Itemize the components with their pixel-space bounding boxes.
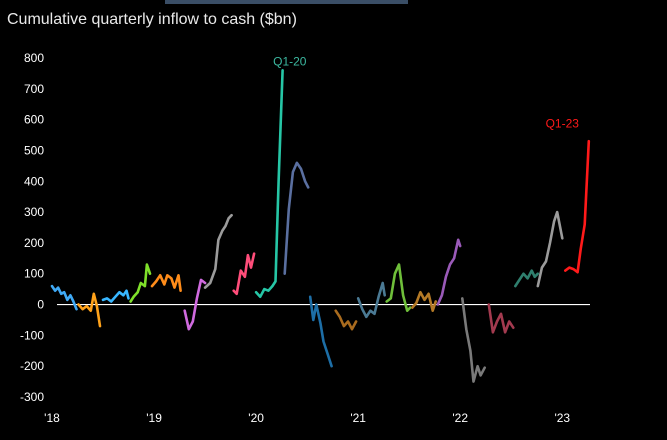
y-tick-label: -300 xyxy=(20,390,44,404)
series-line-12 xyxy=(334,309,358,331)
top-accent-bar xyxy=(165,0,408,4)
series-line-8 xyxy=(232,252,256,296)
x-tick-label: '22 xyxy=(452,411,468,425)
series-line-21 xyxy=(563,139,591,274)
series-line-9 xyxy=(254,69,284,299)
annotation-label: Q1-20 xyxy=(273,55,307,69)
series-line-4 xyxy=(129,263,152,303)
x-tick-label: '18 xyxy=(44,411,60,425)
y-tick-label: 0 xyxy=(37,298,44,312)
series-line-3 xyxy=(101,289,130,303)
annotation-label: Q1-23 xyxy=(546,116,580,130)
series-line-20 xyxy=(536,210,564,288)
y-tick-label: 300 xyxy=(24,205,44,219)
y-tick-label: 800 xyxy=(24,51,44,65)
series-line-1 xyxy=(50,284,78,311)
series-line-16 xyxy=(436,238,462,306)
series-line-14 xyxy=(385,263,412,313)
series-line-11 xyxy=(308,295,333,368)
chart-title: Cumulative quarterly inflow to cash ($bn… xyxy=(7,11,297,28)
series-line-5 xyxy=(150,273,182,293)
series-line-10 xyxy=(283,161,310,276)
x-tick-label: '20 xyxy=(248,411,264,425)
x-tick-label: '19 xyxy=(146,411,162,425)
series-line-7 xyxy=(203,213,233,289)
series-line-18 xyxy=(487,303,515,334)
series-line-19 xyxy=(513,269,540,288)
y-tick-label: 700 xyxy=(24,82,44,96)
x-tick-label: '23 xyxy=(554,411,570,425)
y-tick-label: 400 xyxy=(24,174,44,188)
y-tick-label: 600 xyxy=(24,113,44,127)
series-line-13 xyxy=(356,281,387,319)
y-tick-label: -100 xyxy=(20,328,44,342)
series-line-15 xyxy=(410,290,438,313)
series-line-2 xyxy=(77,292,102,328)
x-tick-label: '21 xyxy=(350,411,366,425)
y-tick-label: -200 xyxy=(20,359,44,373)
series-line-17 xyxy=(460,297,487,383)
y-tick-label: 100 xyxy=(24,267,44,281)
y-tick-label: 500 xyxy=(24,143,44,157)
series-line-6 xyxy=(183,278,207,331)
y-tick-label: 200 xyxy=(24,236,44,250)
